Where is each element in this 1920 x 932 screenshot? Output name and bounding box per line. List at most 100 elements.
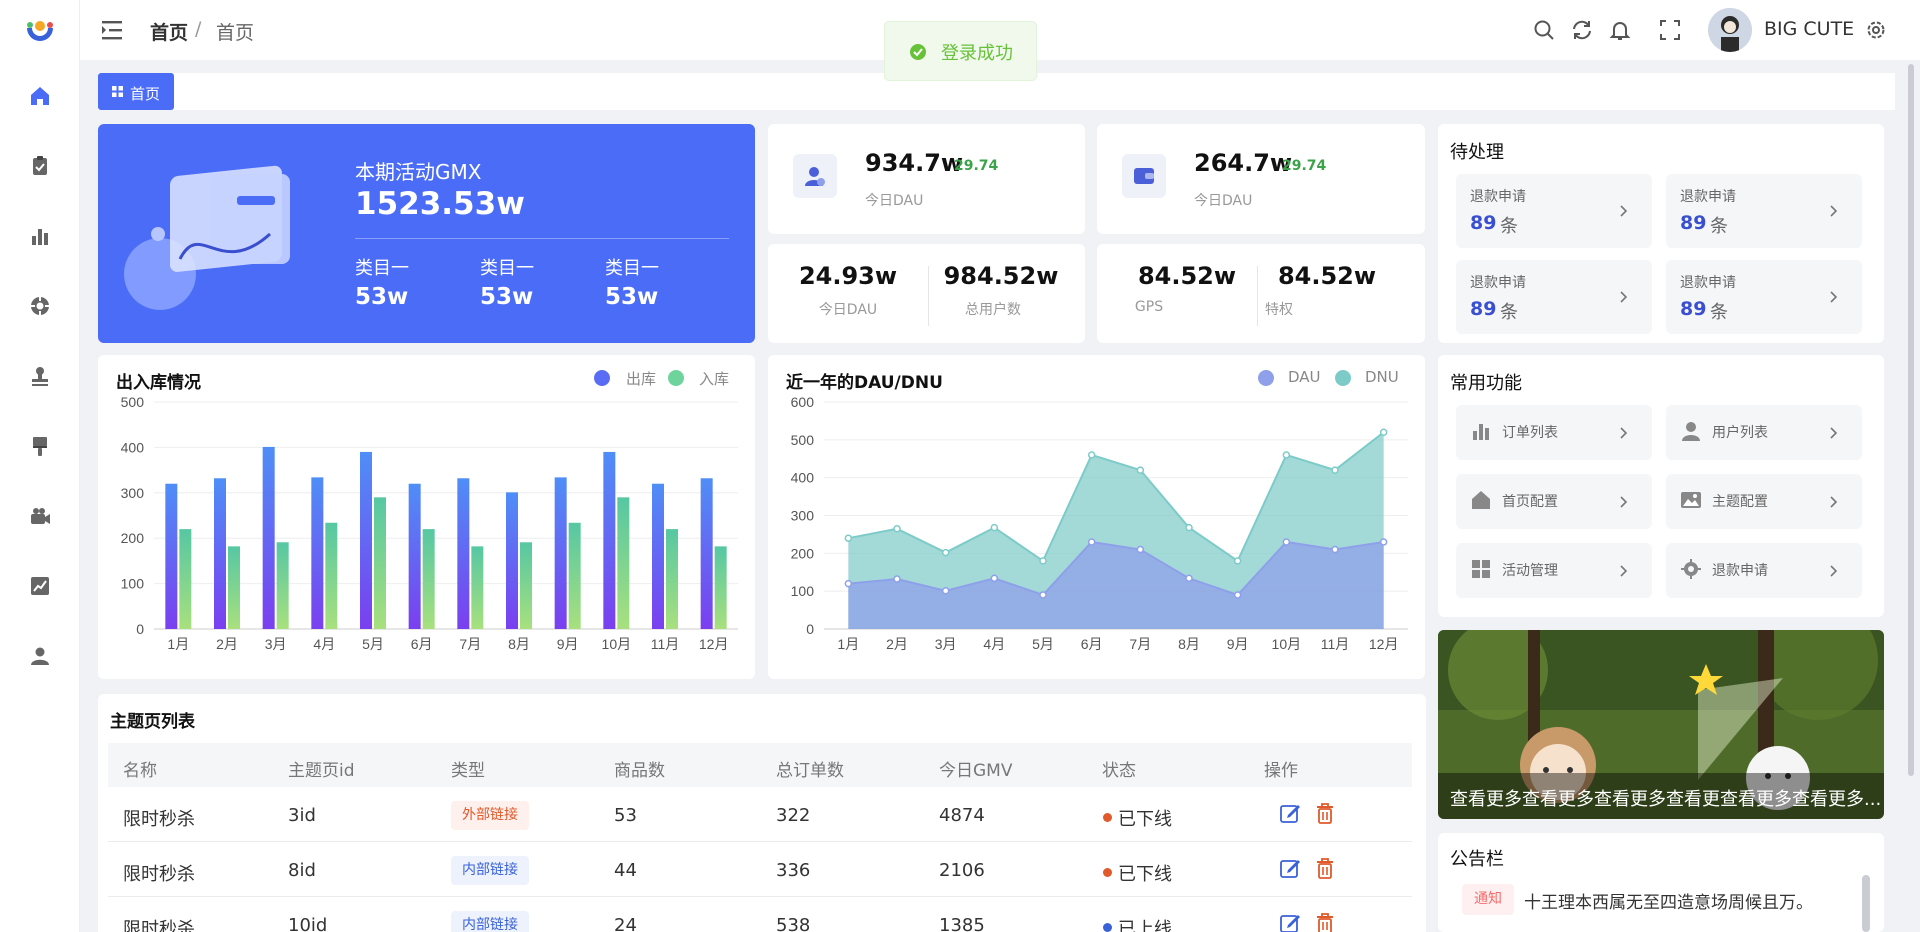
column-header: 类型 [451,761,485,781]
cell-id: 10id [288,915,328,932]
point-dnu [1087,451,1096,459]
notice-scrollbar[interactable] [1862,875,1870,932]
page-scrollbar-thumb[interactable] [1908,64,1914,776]
brush-icon[interactable] [28,434,52,458]
todo-item[interactable]: 退款申请 89 条 [1666,174,1862,248]
point-dau [1087,538,1096,546]
campaign-value: 1523.53w [355,186,525,222]
bar-in [422,529,435,629]
legend-dot-dnu [1335,370,1351,386]
home-icon[interactable] [28,84,52,108]
stat-bottom: 84.52w GPS 84.52w 特权 [1097,244,1425,343]
todo-count: 89 [1470,212,1497,234]
cell-name: 限时秒杀 [123,919,195,932]
delete-icon[interactable] [1314,801,1336,825]
todo-item[interactable]: 退款申请 89 条 [1666,260,1862,334]
notice-tag: 通知 [1462,884,1514,915]
cell-id: 8id [288,860,316,881]
func-home-config[interactable]: 首页配置 [1456,474,1652,529]
fullscreen-icon[interactable] [1658,18,1682,42]
func-label: 退款申请 [1712,563,1768,579]
point-dnu [844,534,853,542]
bar-out [554,477,567,629]
bar-in [617,497,630,629]
x-tick-label: 7月 [1129,636,1151,652]
bar-out [214,478,226,629]
video-camera-icon[interactable] [28,504,52,528]
tab-home[interactable]: 首页 [98,73,174,110]
column-header: 今日GMV [939,761,1013,781]
bell-icon[interactable] [1608,18,1632,42]
todo-unit: 条 [1710,216,1728,237]
cell-goods: 44 [614,860,637,881]
username[interactable]: BIG CUTE [1764,18,1855,40]
gear-icon[interactable] [1864,18,1888,42]
func-user-list[interactable]: 用户列表 [1666,405,1862,460]
y-tick-label: 0 [806,621,814,637]
bar-out [360,451,372,629]
notice-text[interactable]: 十王理本西属无至四造意场周候且万。 [1524,893,1813,913]
cell-status: 已上线 [1118,919,1172,932]
type-tag: 内部链接 [451,911,529,932]
point-dnu [1379,428,1388,437]
y-tick-label: 100 [791,583,815,599]
todo-unit: 条 [1500,302,1518,323]
promo-banner[interactable]: 查看更多查看更多查看更多查看更查看更多查看更多... [1438,630,1884,819]
bar-out [603,451,616,629]
user-badge-icon [805,167,825,186]
user-icon[interactable] [28,644,52,668]
stat-sub-value: 84.52w [1137,262,1237,290]
edit-icon[interactable] [1279,911,1301,932]
stat-label: 今日DAU [1194,193,1253,209]
cell-status: 已下线 [1118,809,1172,830]
delete-icon[interactable] [1314,856,1336,880]
clipboard-icon[interactable] [28,154,52,178]
stamp-icon[interactable] [28,364,52,388]
x-tick-label: 3月 [935,636,957,652]
legend-label: DNU [1365,368,1399,386]
compass-icon[interactable] [28,294,52,318]
chevron-right-icon [1620,565,1628,577]
table-row: 限时秒杀 3id 外部链接 53 322 4874 已下线 [108,787,1412,842]
func-theme-config[interactable]: 主题配置 [1666,474,1862,529]
func-activity-manage[interactable]: 活动管理 [1456,543,1652,598]
breadcrumb-root[interactable]: 首页 [150,22,189,44]
status-dot [1103,923,1112,932]
edit-icon[interactable] [1279,856,1301,880]
line-chart-icon[interactable] [28,574,52,598]
todo-label: 退款申请 [1680,189,1736,205]
y-tick-label: 600 [791,394,815,410]
stat-delta: 29.74 [954,158,999,174]
search-icon[interactable] [1532,18,1556,42]
func-label: 首页配置 [1502,494,1558,510]
todo-item[interactable]: 退款申请 89 条 [1456,174,1652,248]
bar-in [520,542,532,629]
bar-chart-icon[interactable] [28,224,52,248]
menu-fold-icon[interactable] [102,20,124,40]
chevron-right-icon [1830,496,1838,508]
delete-icon[interactable] [1314,911,1336,932]
y-tick-label: 300 [121,485,145,501]
stat-sub-label: 总用户数 [965,302,1021,318]
toast-message: 登录成功 [941,43,1013,64]
func-refund[interactable]: 退款申请 [1666,543,1862,598]
logo-icon[interactable] [24,16,56,44]
func-order-list[interactable]: 订单列表 [1456,405,1652,460]
edit-icon[interactable] [1279,801,1301,825]
bar-out [457,478,470,629]
todo-item[interactable]: 退款申请 89 条 [1456,260,1652,334]
refresh-icon[interactable] [1570,18,1594,42]
stat-top: 264.7w 29.74 今日DAU [1097,124,1425,234]
avatar[interactable] [1708,8,1752,52]
stat-sub-value: 84.52w [1277,262,1377,290]
banner-caption: 查看更多查看更多查看更多查看更查看更多查看更多... [1438,773,1884,819]
stat-bottom: 24.93w 今日DAU 984.52w 总用户数 [768,244,1085,343]
category-value: 53w [605,284,659,310]
point-dnu [1331,466,1339,474]
area-dnu [848,432,1384,629]
x-tick-label: 11月 [1321,636,1350,652]
line-dau [848,540,1384,597]
success-toast: 登录成功 [884,21,1037,81]
func-label: 用户列表 [1712,425,1768,441]
divider [355,238,729,239]
